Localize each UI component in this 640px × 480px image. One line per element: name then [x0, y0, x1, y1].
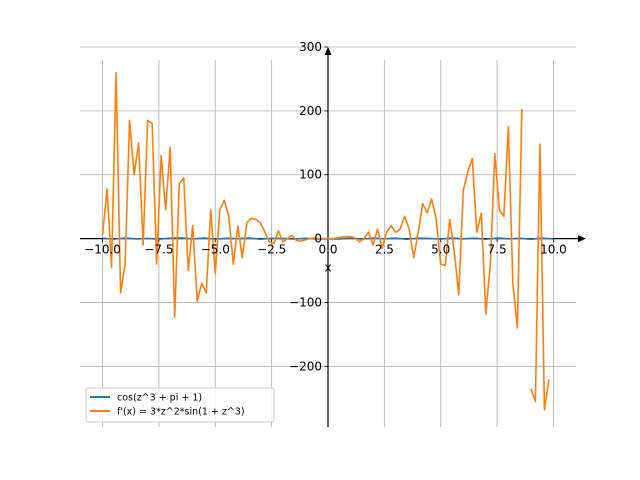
tick-labels: −10.0 −7.5 −5.0 −2.5 0.0 2.5 5.0 7.5 10.0 −200 −10… [84, 40, 567, 373]
series-line-2 [101, 71, 550, 411]
y-tick-label-4: 200 [299, 104, 322, 118]
x-tick-label-8: 10.0 [540, 243, 567, 257]
y-axis-arrow [324, 47, 332, 55]
x-tick-label-5: 2.5 [375, 243, 394, 257]
y-tick-label-1: −100 [289, 295, 322, 309]
legend: cos(z^3 + pi + 1) f'(x) = 3*z^2*sin(1 + … [85, 387, 275, 423]
x-tick-label-7: 7.5 [488, 243, 507, 257]
legend-label-series-2: f'(x) = 3*z^2*sin(1 + z^3) [117, 407, 245, 418]
y-tick-label-3: 100 [299, 168, 322, 182]
series-lines [101, 71, 554, 411]
x-axis-arrow [578, 235, 586, 243]
x-tick-label-3: −2.5 [257, 243, 286, 257]
x-tick-label-0: −10.0 [84, 243, 121, 257]
y-tick-label-5: 300 [299, 40, 322, 54]
x-tick-label-1: −7.5 [144, 243, 173, 257]
x-tick-label-4: 0.0 [318, 243, 337, 257]
x-tick-label-6: 5.0 [431, 243, 450, 257]
legend-label-series-1: cos(z^3 + pi + 1) [117, 393, 202, 404]
x-axis-label: x [324, 261, 331, 275]
y-tick-label-0: −200 [289, 359, 322, 373]
legend-box [85, 387, 275, 423]
x-tick-label-2: −5.0 [201, 243, 230, 257]
y-tick-label-2: 0 [314, 232, 322, 246]
